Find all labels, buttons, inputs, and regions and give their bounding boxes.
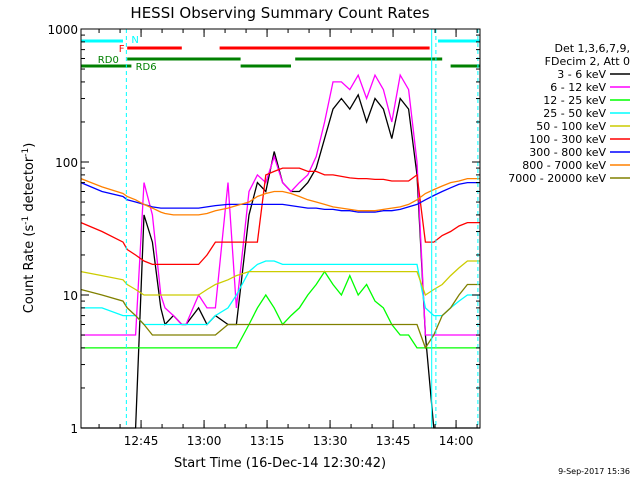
x-tick-label-5: 14:00 — [439, 434, 474, 448]
series-line-4 — [80, 260, 480, 296]
series-line-1 — [81, 73, 480, 336]
legend-label-6: 300 - 800 keV — [529, 146, 606, 159]
flag-label-f: F — [119, 44, 125, 55]
footer-timestamp: 9-Sep-2017 15:36 — [558, 467, 630, 476]
legend-label-8: 7000 - 20000 keV — [508, 172, 606, 185]
x-axis-label: Start Time (16-Dec-14 12:30:42) — [174, 456, 386, 471]
x-tick-label-1: 13:00 — [187, 434, 222, 448]
y-tick-label-1: 10 — [63, 289, 78, 303]
series-layer — [80, 73, 480, 429]
y-tick-label-2: 100 — [55, 156, 78, 170]
y-tick-label-3: 1000 — [47, 23, 78, 37]
flag-label-rd6: RD6 — [136, 62, 157, 73]
legend-label-4: 50 - 100 keV — [536, 120, 606, 133]
legend-label-7: 800 - 7000 keV — [522, 159, 606, 172]
chart-title: HESSI Observing Summary Count Rates — [130, 4, 429, 22]
series-line-6 — [80, 181, 480, 213]
series-line-7 — [80, 177, 480, 216]
y-axis-label: Count Rate (s-1 detector-1) — [21, 143, 37, 314]
flag-label-rd0: RD0 — [98, 55, 119, 66]
series-line-2 — [81, 270, 480, 349]
series-line-0 — [81, 93, 480, 429]
legend-label-1: 6 - 12 keV — [550, 81, 606, 94]
flag-label-n: N — [131, 35, 138, 46]
axes: 1 10 100 1000 12:45 13:00 13:15 13:30 13:45 14:00 — [47, 23, 480, 448]
legend-header-1: Det 1,3,6,7,9, — [554, 42, 630, 55]
x-tick-label-3: 13:30 — [313, 434, 348, 448]
series-line-3 — [81, 260, 480, 326]
series-line-5 — [80, 167, 480, 266]
x-tick-label-2: 13:15 — [250, 434, 285, 448]
mode-lines — [125, 29, 479, 428]
x-tick-label-4: 13:45 — [376, 434, 411, 448]
series-line-8 — [80, 283, 480, 350]
legend-header-2: FDecim 2, Att 0 — [545, 55, 630, 68]
y-tick-label-0: 1 — [70, 422, 78, 436]
plot-frame — [80, 28, 481, 429]
legend-label-2: 12 - 25 keV — [543, 94, 606, 107]
legend-label-0: 3 - 6 keV — [557, 68, 606, 81]
legend-label-3: 25 - 50 keV — [543, 107, 606, 120]
x-tick-label-0: 12:45 — [124, 434, 159, 448]
legend-label-5: 100 - 300 keV — [529, 133, 606, 146]
